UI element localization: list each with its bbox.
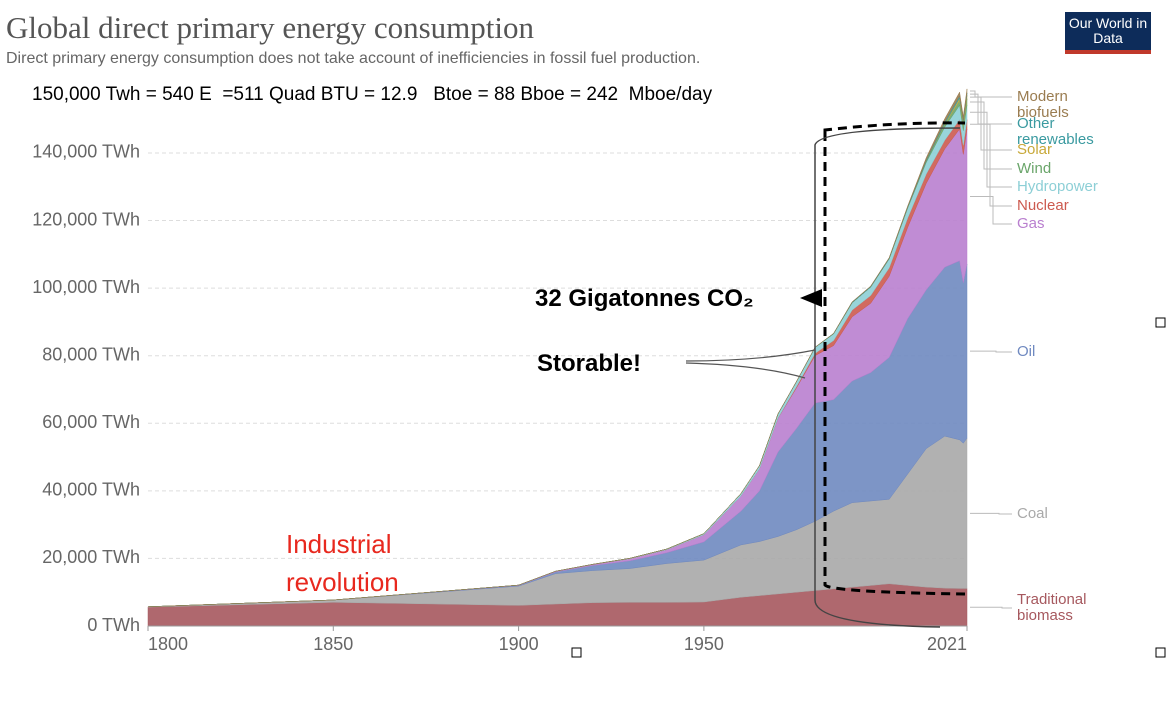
y-tick-label: 60,000 TWh [42,412,140,432]
legend-label: Nuclear [1017,197,1069,214]
y-tick-label: 120,000 TWh [32,209,140,229]
x-tick-label: 1850 [313,634,353,654]
leader-line [970,606,1012,609]
title: Global direct primary energy consumption [6,10,535,45]
leader-line [970,101,1012,170]
x-tick-label: 1900 [499,634,539,654]
leader-line [970,512,1012,515]
legend-label: Oil [1017,343,1036,360]
leader-line [970,196,1012,225]
x-tick-label: 1800 [148,634,188,654]
dashed-box [823,132,966,596]
legend-label: Gas [1017,215,1045,232]
handle [1155,647,1166,658]
leader-line [970,90,1012,98]
y-tick-label: 140,000 TWh [32,142,140,162]
annotation: Storable! [537,350,642,377]
conversion-note: 150,000 Twh = 540 E =511 Quad BTU = 12.9… [32,84,713,105]
legend-label: Modern biofuels [1017,88,1069,121]
area [147,88,968,607]
y-tick-label: 20,000 TWh [42,547,140,567]
y-tick-label: 100,000 TWh [32,277,140,297]
y-tick-label: 40,000 TWh [42,480,140,500]
subtitle: Direct primary energy consumption does n… [6,50,701,67]
legend-label: Traditional biomass [1017,591,1087,624]
leader-line [970,350,1012,353]
dashed-box [823,121,966,132]
leader-line [970,123,1012,207]
annotation: Industrial revolution [286,529,399,597]
x-tick-label: 2021 [927,634,967,654]
leader [685,349,816,379]
handle [1155,317,1166,328]
y-tick-label: 0 TWh [87,615,140,635]
y-tick-label: 80,000 TWh [42,344,140,364]
legend-label: Solar [1017,141,1053,158]
legend-label: Other renewables [1017,115,1094,148]
annotation: 32 Gigatonnes CO₂ [535,285,754,312]
bracket [814,127,961,628]
legend-label: Wind [1017,160,1052,177]
legend-label: Coal [1017,505,1048,522]
arrow-head [800,289,822,307]
handle [571,647,582,658]
legend-label: Hydropower [1017,178,1098,195]
leader-line [970,93,1012,125]
logo: Our World in Data [1065,12,1151,54]
x-tick-label: 1950 [684,634,724,654]
